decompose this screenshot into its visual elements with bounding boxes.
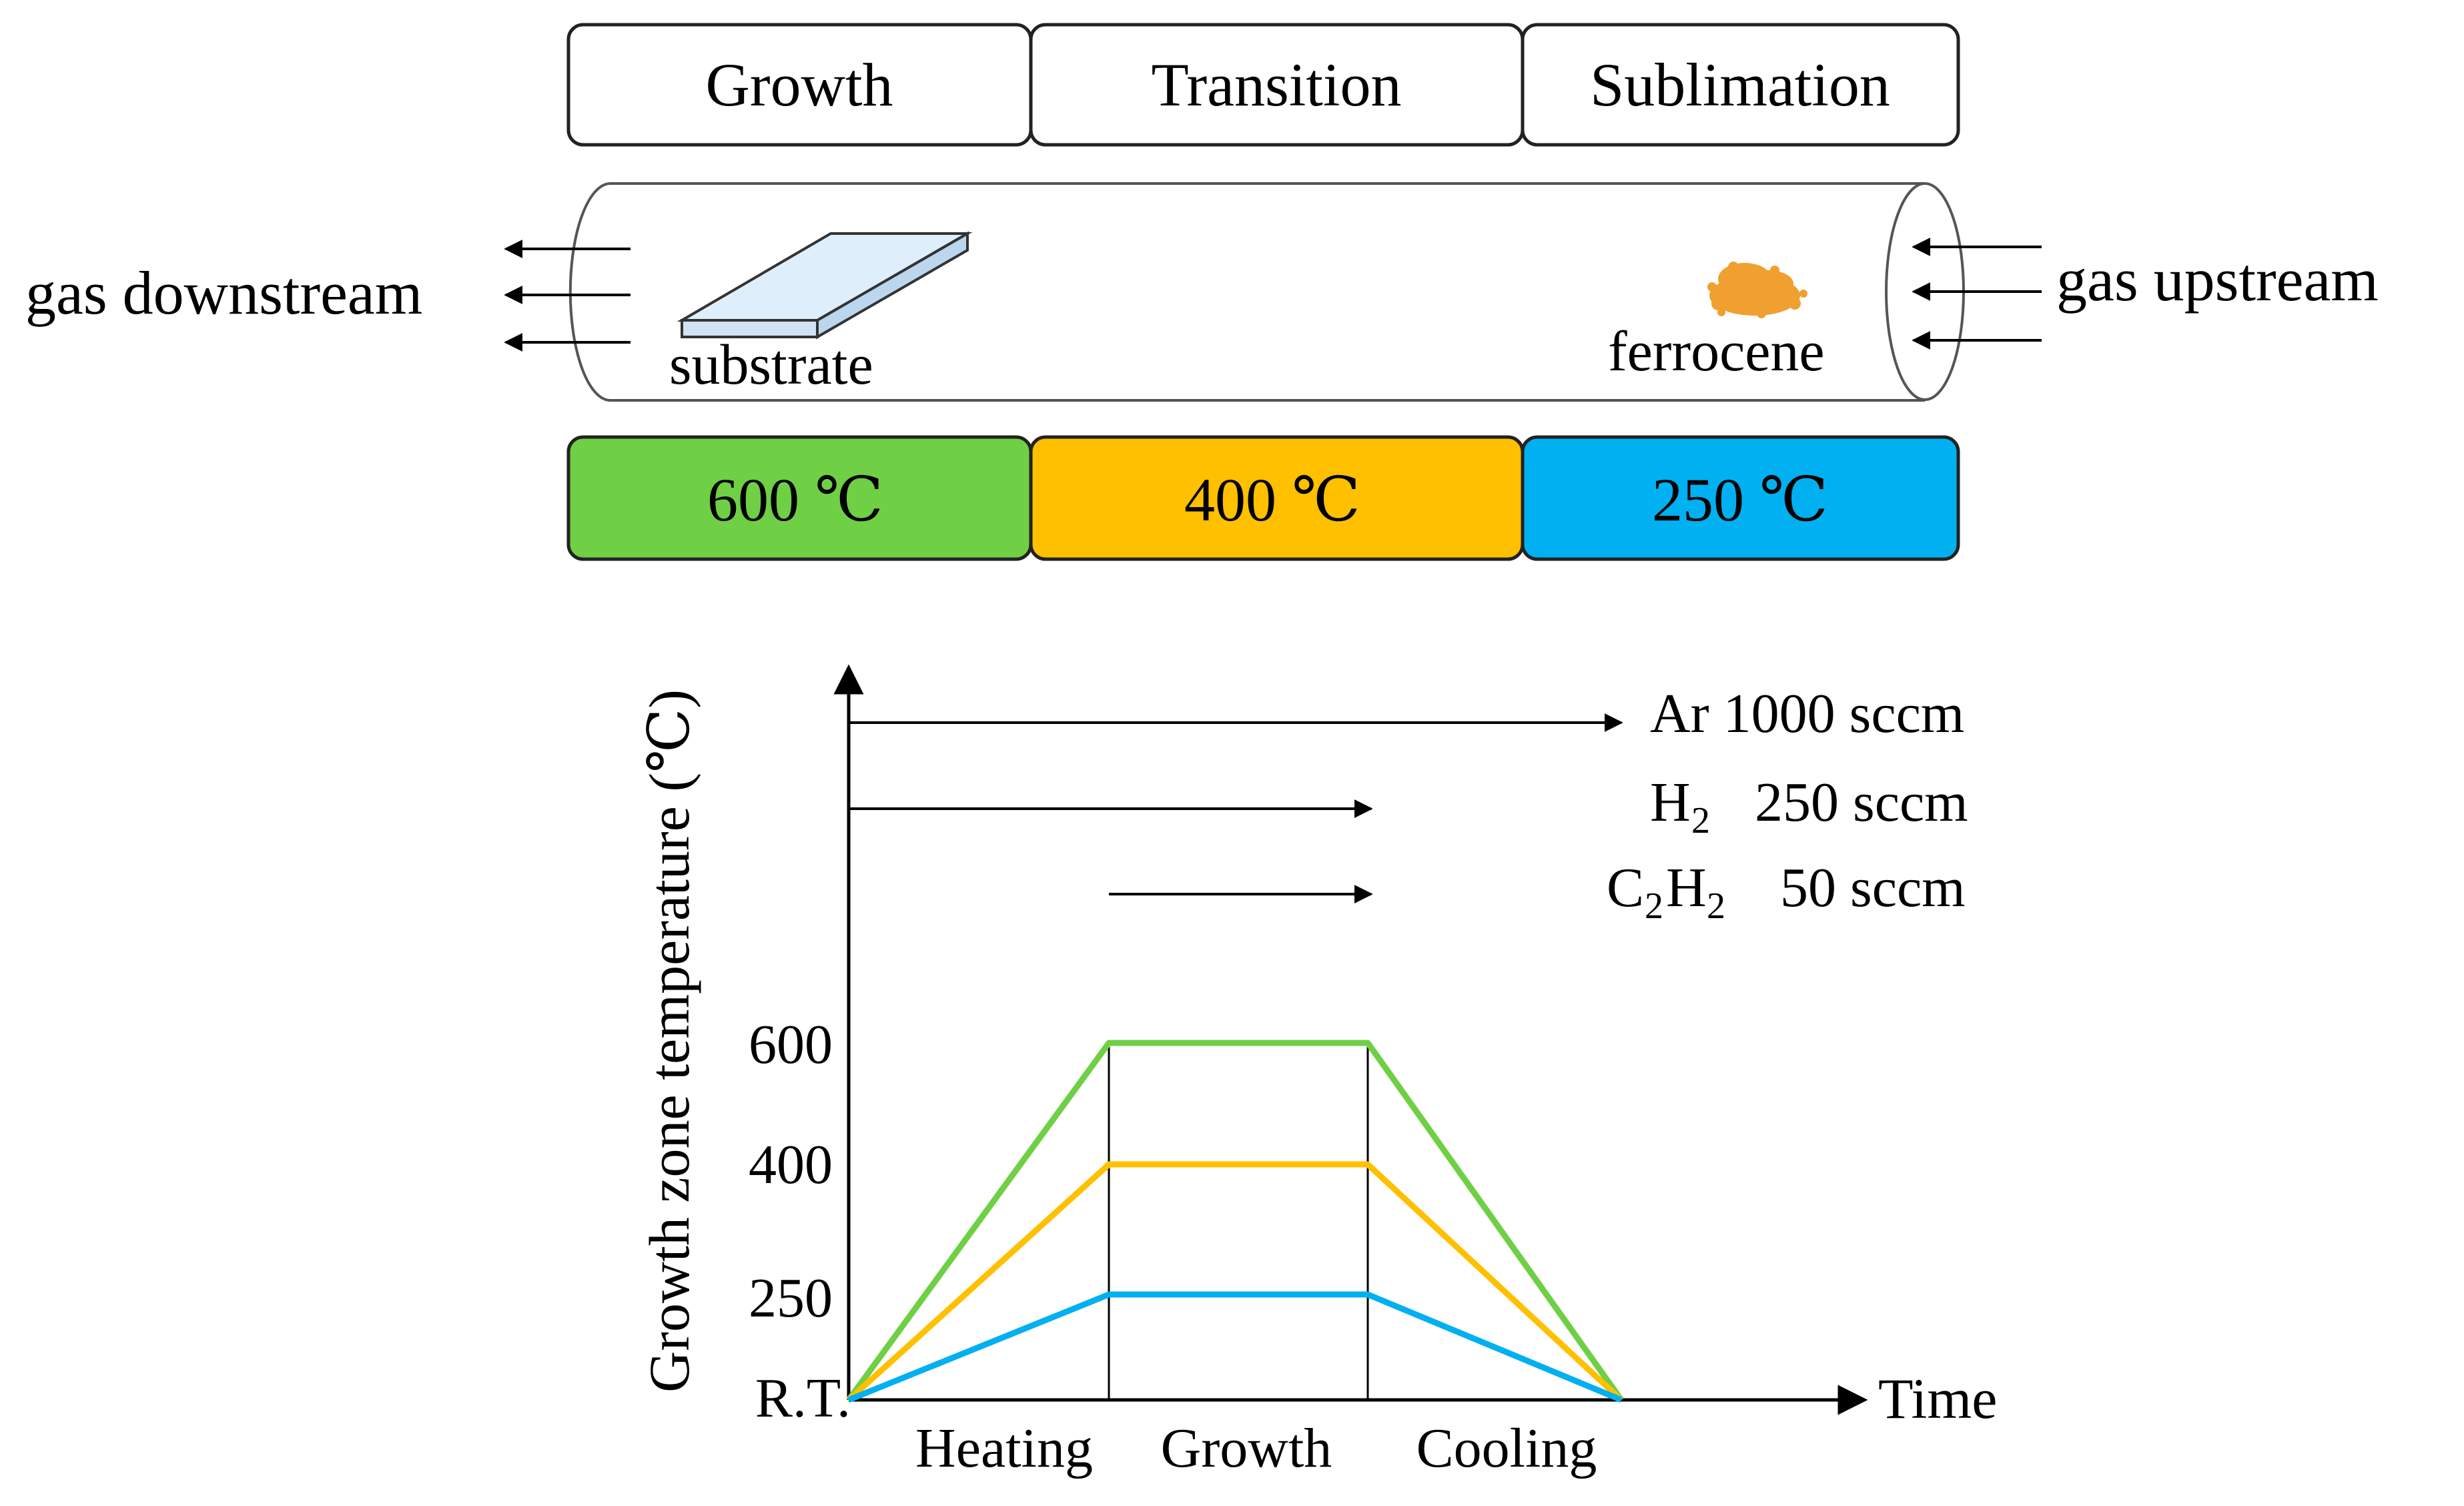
zone-label-transition: Transition (1152, 51, 1402, 119)
gas-downstream-label: gas downstream (25, 259, 422, 327)
zone-label-sublimation: Sublimation (1590, 51, 1890, 119)
h2-flow-label: H 2 250 sccm (1650, 771, 1968, 841)
h2-formula-h: H (1650, 771, 1691, 833)
zone-temp-box-250 (1521, 435, 1960, 561)
phase-label-cooling: Cooling (1416, 1417, 1597, 1479)
series-line-400 (846, 1161, 1624, 1403)
y-tick-rt: R.T. (755, 1367, 851, 1429)
h2-flow-value: 250 sccm (1755, 771, 1968, 833)
c2h2-formula-c: C (1607, 857, 1644, 919)
zone-label-row: Growth Transition Sublimation (566, 23, 1960, 147)
y-tick-400: 400 (749, 1134, 833, 1196)
ferrocene-powder (1707, 262, 1807, 318)
zone-temp-250: 250 ℃ (1652, 466, 1828, 534)
phase-label-growth: Growth (1161, 1417, 1332, 1479)
zone-temperature-row: 600 ℃ 400 ℃ 250 ℃ (566, 435, 1960, 561)
c2h2-formula-sub2: 2 (1707, 885, 1725, 927)
x-axis-label: Time (1878, 1367, 1997, 1431)
zone-box-sublimation (1521, 23, 1960, 147)
quartz-tube: gas downstream gas upstream substrate fe… (25, 182, 2379, 402)
c2h2-formula-h: H (1666, 857, 1707, 919)
ar-flow-label: Ar 1000 sccm (1650, 683, 1964, 745)
y-tick-600: 600 (749, 1014, 833, 1076)
c2h2-flow-value: 50 sccm (1780, 857, 1966, 919)
substrate-plate (677, 231, 973, 340)
y-axis-label: Growth zone temperature (℃) (637, 689, 701, 1393)
temperature-profile-chart: Time Growth zone temperature (℃) 600 400… (637, 664, 1997, 1479)
ferrocene-label: ferrocene (1608, 319, 1825, 383)
h2-formula-sub: 2 (1691, 800, 1710, 841)
phase-label-heating: Heating (915, 1417, 1093, 1479)
y-tick-250: 250 (749, 1267, 833, 1329)
series-line-250 (847, 1291, 1623, 1403)
c2h2-formula-sub1: 2 (1645, 885, 1663, 927)
zone-temp-400: 400 ℃ (1184, 466, 1360, 534)
tube-body (568, 182, 1925, 402)
zone-temp-600: 600 ℃ (707, 466, 883, 534)
zone-label-growth: Growth (705, 51, 893, 119)
gas-upstream-label: gas upstream (2056, 246, 2379, 314)
substrate-label: substrate (669, 332, 873, 396)
series-line-600 (846, 1040, 1624, 1402)
c2h2-flow-label: C 2 H 2 50 sccm (1607, 857, 1966, 927)
